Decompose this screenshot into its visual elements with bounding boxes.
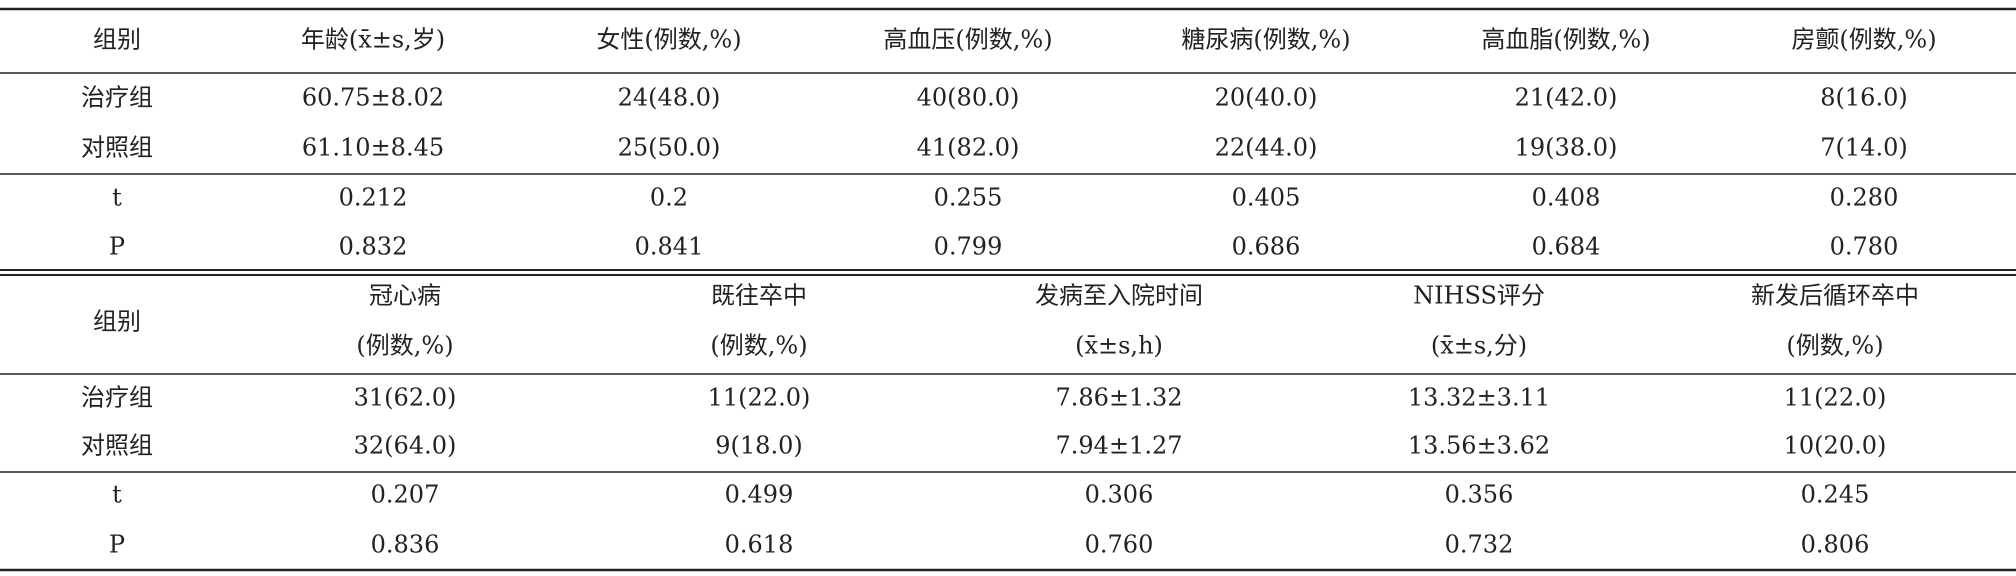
cell: 21(42.0) [1515, 84, 1618, 112]
header-cell: 房颤(例数,%) [1791, 26, 1936, 54]
cell: 7.86±1.32 [1056, 384, 1183, 412]
cell: 60.75±8.02 [302, 84, 444, 112]
header-cell: NIHSS评分 [1413, 282, 1545, 310]
cell: t [112, 184, 122, 212]
cell: 0.499 [725, 481, 794, 509]
header-cell: 糖尿病(例数,%) [1181, 26, 1350, 54]
cell: 0.212 [339, 184, 408, 212]
cell: t [112, 481, 122, 509]
cell: 25(50.0) [618, 134, 721, 162]
cell: 0.836 [371, 531, 440, 559]
header-cell: 年龄(x̄±s,岁) [301, 26, 445, 54]
header-cell: (x̄±s,分) [1431, 332, 1527, 360]
cell: 0.356 [1445, 481, 1514, 509]
cell: 0.760 [1085, 531, 1154, 559]
cell: 0.405 [1232, 184, 1301, 212]
header-cell: 新发后循环卒中 [1751, 282, 1919, 310]
header-cell: (例数,%) [356, 332, 453, 360]
header-cell: 高血压(例数,%) [883, 26, 1052, 54]
header-cell: 组别 [93, 308, 141, 336]
header-cell: 发病至入院时间 [1035, 282, 1203, 310]
cell: 20(40.0) [1215, 84, 1318, 112]
header-cell: 女性(例数,%) [596, 26, 741, 54]
cell: 0.684 [1532, 233, 1601, 261]
cell: 0.2 [650, 184, 688, 212]
cell: 0.806 [1801, 531, 1870, 559]
cell: 0.306 [1085, 481, 1154, 509]
cell: 对照组 [81, 134, 153, 162]
cell: 13.32±3.11 [1408, 384, 1550, 412]
cell: 0.686 [1232, 233, 1301, 261]
cell: 0.732 [1445, 531, 1514, 559]
cell: 41(82.0) [917, 134, 1020, 162]
cell: 0.245 [1801, 481, 1870, 509]
cell: 0.780 [1830, 233, 1899, 261]
header-cell: (例数,%) [710, 332, 807, 360]
cell: 11(22.0) [1784, 384, 1887, 412]
cell: 10(20.0) [1784, 432, 1887, 460]
header-cell: (例数,%) [1786, 332, 1883, 360]
cell: 40(80.0) [917, 84, 1020, 112]
cell: 32(64.0) [354, 432, 457, 460]
cell: 治疗组 [81, 84, 153, 112]
cell: 11(22.0) [708, 384, 811, 412]
cell: 8(16.0) [1820, 84, 1907, 112]
header-cell: 冠心病 [369, 282, 441, 310]
cell: 对照组 [81, 432, 153, 460]
cell: 7(14.0) [1820, 134, 1907, 162]
cell: P [109, 531, 125, 559]
cell: 0.280 [1830, 184, 1899, 212]
header-cell: 既往卒中 [711, 282, 807, 310]
cell: 24(48.0) [618, 84, 721, 112]
cell: P [109, 233, 125, 261]
cell: 22(44.0) [1215, 134, 1318, 162]
cell: 0.799 [934, 233, 1003, 261]
cell: 0.841 [635, 233, 704, 261]
cell: 0.207 [371, 481, 440, 509]
cell: 0.255 [934, 184, 1003, 212]
cell: 治疗组 [81, 384, 153, 412]
cell: 61.10±8.45 [302, 134, 444, 162]
cell: 31(62.0) [354, 384, 457, 412]
cell: 9(18.0) [715, 432, 802, 460]
header-cell: 组别 [93, 26, 141, 54]
cell: 7.94±1.27 [1056, 432, 1183, 460]
header-cell: (x̄±s,h) [1075, 332, 1163, 360]
header-cell: 高血脂(例数,%) [1481, 26, 1650, 54]
cell: 0.408 [1532, 184, 1601, 212]
cell: 0.832 [339, 233, 408, 261]
cell: 0.618 [725, 531, 794, 559]
cell: 19(38.0) [1515, 134, 1618, 162]
cell: 13.56±3.62 [1408, 432, 1550, 460]
